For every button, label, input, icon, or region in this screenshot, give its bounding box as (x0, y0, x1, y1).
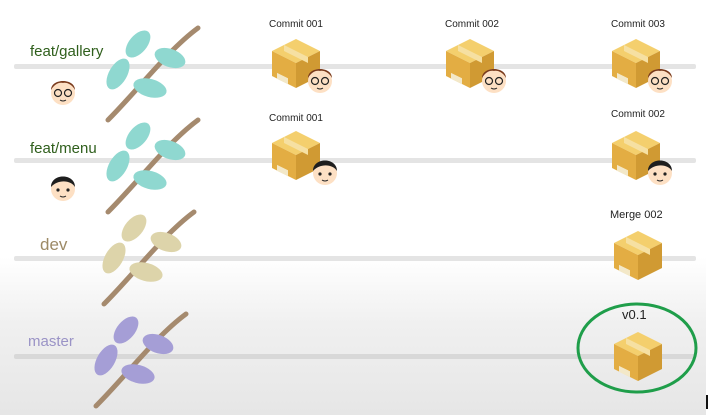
developer-face-icon (51, 81, 75, 105)
branch-label-dev: dev (40, 235, 68, 254)
master-lane (14, 354, 696, 359)
branch-leaves-icon (93, 311, 189, 409)
branch-leaves-icon (105, 117, 201, 215)
commit-box-icon (272, 131, 320, 180)
commit-label: Commit 003 (611, 19, 665, 30)
branch-label-menu: feat/menu (30, 140, 97, 157)
release-highlight-ring (576, 302, 698, 394)
commit-box-icon (614, 231, 662, 280)
commit-box-icon (446, 39, 494, 88)
commit-label: Commit 001 (269, 19, 323, 30)
menu-lane (14, 158, 696, 163)
branch-leaves-icon (105, 25, 201, 123)
developer-face-icon (313, 160, 337, 185)
branch-leaves-icon (101, 209, 197, 307)
tag-label: v0.1 (622, 307, 647, 322)
developer-face-icon (308, 69, 332, 93)
commit-box-icon (612, 131, 660, 180)
commit-box-icon (612, 39, 660, 88)
commit-label: Commit 001 (269, 113, 323, 124)
branch-label-gallery: feat/gallery (30, 43, 104, 60)
developer-face-icon (648, 160, 672, 185)
developer-face-icon (648, 69, 672, 93)
dev-lane (14, 256, 696, 261)
commit-label: Commit 002 (445, 19, 499, 30)
page-corner-mark (706, 395, 708, 409)
branch-label-master: master (28, 333, 74, 350)
gallery-lane (14, 64, 696, 69)
commit-label: Merge 002 (610, 209, 663, 221)
developer-face-icon (482, 69, 506, 93)
commit-label: Commit 002 (611, 109, 665, 120)
right-edge (706, 0, 714, 415)
commit-box-icon (614, 332, 662, 381)
developer-face-icon (51, 176, 75, 201)
